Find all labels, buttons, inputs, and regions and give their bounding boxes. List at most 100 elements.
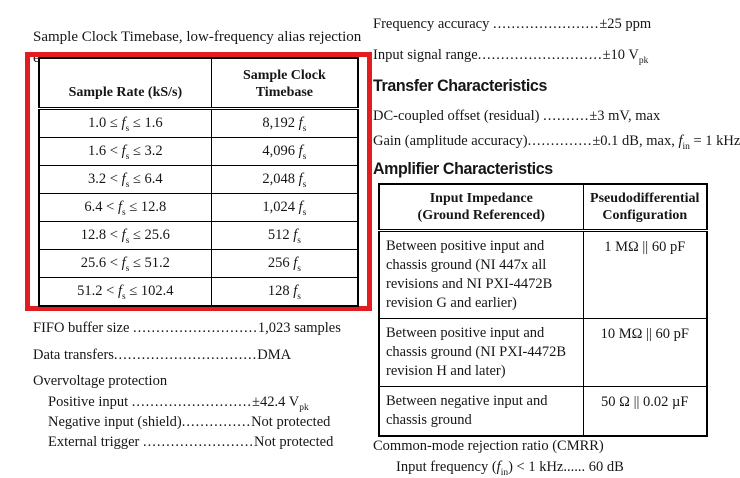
dot-leader: ....................... <box>492 16 600 32</box>
spec-label: Positive input <box>48 394 132 410</box>
spec-label: External trigger <box>48 434 144 450</box>
dot-leader: ............................... <box>113 347 258 363</box>
column-header-sample-clock-timebase: Sample Clock Timebase <box>210 57 359 110</box>
table-row: 6.4 < fs ≤ 12.8 1,024 fs <box>38 192 359 222</box>
impedance-desc-cell: Between negative input and chassis groun… <box>378 386 584 437</box>
sample-rate-cell: 25.6 < fs ≤ 51.2 <box>38 248 212 278</box>
timebase-text: 4,096 <box>262 142 299 159</box>
table-row: 1.6 < fs ≤ 3.2 4,096 fs <box>38 136 359 166</box>
sample-clock-timebase-table: Sample Rate (kS/s) Sample Clock Timebase… <box>38 56 359 307</box>
fs-symbol: f <box>293 226 298 243</box>
fs-subscript: s <box>125 123 130 134</box>
table-row: 1.0 ≤ fs ≤ 1.6 8,192 fs <box>38 107 359 138</box>
header-line: Configuration <box>602 208 688 223</box>
header-line: Sample Clock <box>242 67 326 83</box>
fs-symbol: f <box>117 282 123 299</box>
spec-line-gain: Gain (amplitude accuracy)..............±… <box>373 131 740 152</box>
range-text: 12.8 < <box>80 226 122 243</box>
range-text: 51.2 < <box>77 282 118 299</box>
fs-subscript: s <box>122 207 126 218</box>
cmrr-heading: Common-mode rejection ratio (CMRR) <box>373 438 604 454</box>
fs-subscript: s <box>297 291 301 302</box>
range-text: 1.6 < <box>88 142 122 159</box>
dot-leader: .......... <box>543 108 590 124</box>
unit-subscript: pk <box>299 402 309 413</box>
timebase-cell: 512 fs <box>210 220 359 250</box>
timebase-cell: 1,024 fs <box>210 192 359 222</box>
fs-symbol: f <box>298 170 303 187</box>
impedance-value-cell: 10 MΩ || 60 pF <box>582 318 708 387</box>
fs-symbol: f <box>298 142 303 159</box>
spec-value: Not protected <box>254 434 334 450</box>
dot-leader: ........................ <box>143 434 255 450</box>
fs-symbol: f <box>121 114 126 131</box>
timebase-cell: 128 fs <box>210 276 359 306</box>
fin-subscript: in <box>682 141 690 152</box>
spec-line-negative-input: Negative input (shield)...............No… <box>48 412 330 432</box>
spec-line-input-signal-range: Input signal range......................… <box>373 45 649 66</box>
sample-rate-cell: 1.0 ≤ fs ≤ 1.6 <box>38 107 212 138</box>
fs-subscript: s <box>125 235 130 246</box>
header-line: Timebase <box>255 84 314 100</box>
fs-subscript: s <box>302 207 307 218</box>
fs-symbol: f <box>121 226 126 243</box>
spec-label: FIFO buffer size <box>33 320 134 336</box>
fs-symbol: f <box>298 114 303 131</box>
range-text: ≤ 1.6 <box>129 114 163 131</box>
dot-leader: .......................... <box>131 394 253 410</box>
spec-line-positive-input: Positive input .........................… <box>48 392 309 413</box>
fs-symbol: f <box>117 198 123 215</box>
fin-symbol: f <box>496 459 501 475</box>
range-text: ≤ 51.2 <box>129 254 170 271</box>
spec-value: DMA <box>257 347 292 363</box>
fs-subscript: s <box>302 123 307 134</box>
spec-line-frequency-accuracy: Frequency accuracy .....................… <box>373 14 651 34</box>
spec-value: ±42.4 V <box>252 394 300 410</box>
spec-label: Input signal range <box>373 47 478 63</box>
timebase-text: 1,024 <box>262 198 299 215</box>
header-line: Pseudodifferential <box>590 191 700 206</box>
dot-leader: ............... <box>181 414 252 430</box>
spec-label: Negative input (shield) <box>48 414 182 430</box>
dot-leader: .............. <box>527 133 593 149</box>
sample-rate-cell: 1.6 < fs ≤ 3.2 <box>38 136 212 166</box>
sample-rate-cell: 3.2 < fs ≤ 6.4 <box>38 164 212 194</box>
overvoltage-protection-heading: Overvoltage protection <box>33 373 168 389</box>
fs-symbol: f <box>121 170 126 187</box>
fs-symbol: f <box>298 198 303 215</box>
impedance-value-cell: 1 MΩ || 60 pF <box>582 230 708 319</box>
unit-subscript: pk <box>638 55 649 66</box>
spec-line-fifo-buffer: FIFO buffer size .......................… <box>33 318 341 338</box>
fs-subscript: s <box>125 263 130 274</box>
spec-label: Gain (amplitude accuracy) <box>373 133 528 149</box>
spec-value: ±0.1 dB, max, <box>592 133 679 149</box>
table-row: 12.8 < fs ≤ 25.6 512 fs <box>38 220 359 250</box>
impedance-value-cell: 50 Ω || 0.02 µF <box>582 386 708 437</box>
timebase-text: 2,048 <box>262 170 299 187</box>
range-text: ≤ 25.6 <box>129 226 170 243</box>
range-text: ≤ 102.4 <box>125 282 174 299</box>
spec-value: ) < 1 kHz...... 60 dB <box>508 459 624 475</box>
impedance-desc-cell: Between positive input and chassis groun… <box>378 230 584 319</box>
timebase-cell: 256 fs <box>210 248 359 278</box>
table-header-row: Input Impedance (Ground Referenced) Pseu… <box>378 183 708 232</box>
column-header-input-impedance: Input Impedance (Ground Referenced) <box>378 183 584 232</box>
spec-label: Frequency accuracy <box>373 16 493 32</box>
timebase-cell: 4,096 fs <box>210 136 359 166</box>
fs-subscript: s <box>297 235 301 246</box>
fin-subscript: in <box>500 467 509 478</box>
column-header-pseudodifferential: Pseudodifferential Configuration <box>582 183 708 232</box>
spec-value: ±10 V <box>602 47 639 63</box>
range-text: 6.4 < <box>84 198 118 215</box>
amplifier-characteristics-table: Input Impedance (Ground Referenced) Pseu… <box>378 183 708 437</box>
fs-subscript: s <box>302 151 307 162</box>
table-row: Between positive input and chassis groun… <box>378 230 708 319</box>
range-text: 1.0 ≤ <box>88 114 122 131</box>
fs-symbol: f <box>293 254 298 271</box>
amplifier-characteristics-heading: Amplifier Characteristics <box>373 159 553 178</box>
fs-symbol: f <box>293 282 298 299</box>
timebase-cell: 2,048 fs <box>210 164 359 194</box>
spec-value: Not protected <box>251 414 331 430</box>
sample-rate-cell: 51.2 < fs ≤ 102.4 <box>38 276 212 306</box>
range-text: 25.6 < <box>80 254 122 271</box>
